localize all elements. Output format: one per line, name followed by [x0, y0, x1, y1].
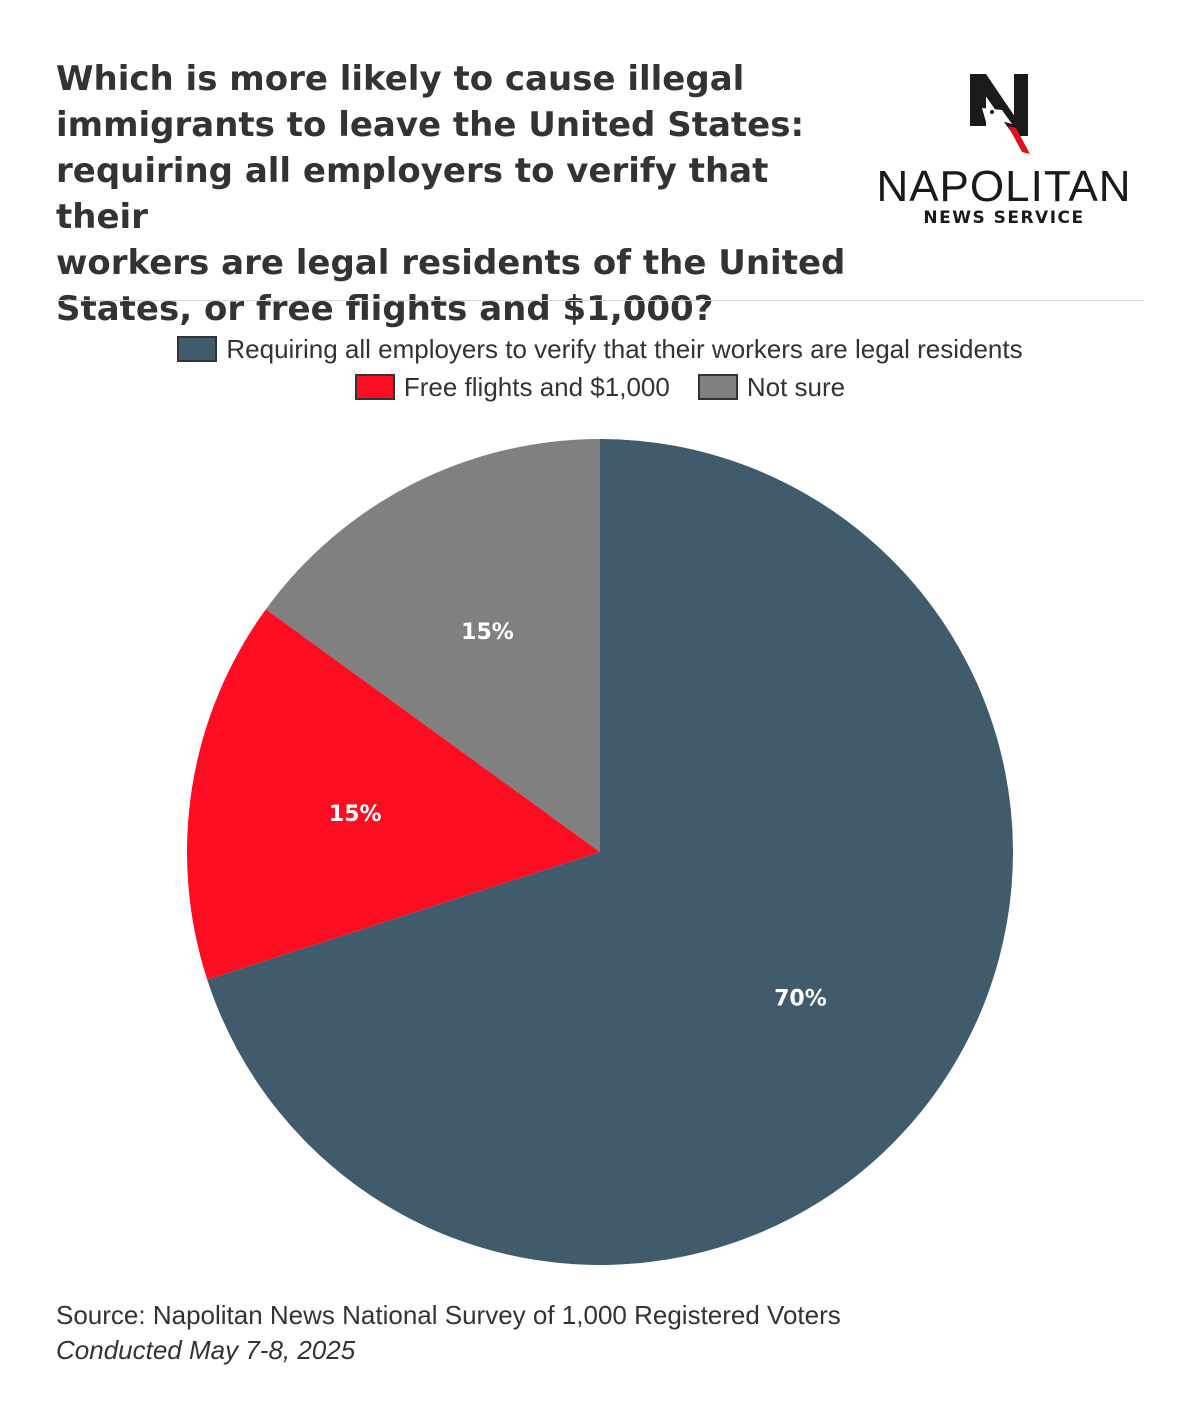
- legend-row-1: Requiring all employers to verify that t…: [0, 330, 1200, 368]
- napolitan-n-eagle-icon: [970, 74, 1030, 154]
- pie-slice-free-flights: [187, 609, 600, 980]
- slice-label-require-verification: 70%: [774, 987, 827, 1012]
- slice-label-not-sure: 15%: [461, 620, 514, 645]
- slice-label-free-flights: 15%: [329, 802, 382, 827]
- legend-row-2: Free flights and $1,000 Not sure: [0, 368, 1200, 406]
- pie-slice-not-sure: [265, 439, 600, 852]
- legend-swatch-not-sure: [697, 374, 738, 400]
- legend-item-free-flights: Free flights and $1,000: [354, 371, 670, 403]
- legend-item-not-sure: Not sure: [697, 371, 846, 403]
- source-note: Source: Napolitan News National Survey o…: [56, 1300, 1156, 1366]
- napolitan-logo: NAPOLITAN NEWS SERVICE: [868, 70, 1140, 240]
- legend-swatch-free-flights: [354, 374, 395, 400]
- title-divider: [56, 300, 1144, 301]
- conducted-date-line: Conducted May 7-8, 2025: [56, 1335, 356, 1365]
- chart-legend: Requiring all employers to verify that t…: [0, 330, 1200, 406]
- logo-subtitle: NEWS SERVICE: [923, 208, 1085, 228]
- logo-name: NAPOLITAN: [876, 162, 1132, 211]
- source-line: Source: Napolitan News National Survey o…: [56, 1300, 841, 1330]
- legend-label-not-sure: Not sure: [746, 371, 846, 402]
- legend-label-free-flights: Free flights and $1,000: [403, 371, 670, 402]
- legend-label-require-verification: Requiring all employers to verify that t…: [226, 333, 1023, 364]
- legend-item-require-verification: Requiring all employers to verify that t…: [177, 333, 1023, 365]
- pie-slice-require-verification: [207, 439, 1014, 1265]
- legend-swatch-require-verification: [177, 336, 218, 362]
- chart-title: Which is more likely to cause illegal im…: [56, 59, 846, 329]
- pie-chart: 70% 15% 15%: [187, 439, 1014, 1265]
